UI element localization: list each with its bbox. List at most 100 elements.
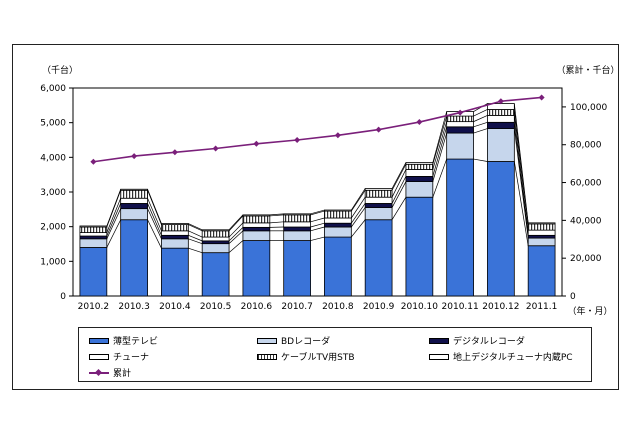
series-connector-line <box>310 209 325 215</box>
series-connector-line <box>432 158 448 198</box>
legend-item-digital-recorder: デジタルレコーダ <box>429 334 525 347</box>
cumulative-point <box>131 153 138 160</box>
series-connector-line <box>106 189 122 227</box>
legend-item-cumulative: 累計 <box>89 366 131 379</box>
legend-swatch-catv-stb <box>257 353 277 360</box>
legend-label-tuner: チューナ <box>113 353 150 363</box>
bar-segment <box>364 189 393 198</box>
legend-label-bd-recorder: BDレコーダ <box>281 337 331 347</box>
bar-segment <box>79 232 108 237</box>
cumulative-line <box>93 96 542 163</box>
series-connector-line <box>228 222 244 238</box>
series-connector-line <box>310 210 325 216</box>
series-connector-line <box>432 111 448 163</box>
series-connector-line <box>228 214 244 231</box>
legend-swatch-cumulative <box>89 369 109 377</box>
legend-item-bd-recorder: BDレコーダ <box>257 334 330 347</box>
x-axis-unit-label: （年・月） <box>567 305 612 317</box>
series-connector-line <box>351 197 366 219</box>
bar-segment <box>161 247 189 297</box>
right-axis-tick-label: 60,000 <box>570 179 602 189</box>
series-connector-line <box>391 181 407 208</box>
series-connector-line <box>106 208 121 239</box>
bar-segment <box>405 181 434 198</box>
left-axis-tick-label: 0 <box>60 292 66 302</box>
bar-segment <box>79 225 108 228</box>
bar-segment <box>364 207 393 221</box>
series-connector-line <box>106 190 122 228</box>
series-connector-line <box>351 207 366 228</box>
bar-segment <box>242 222 271 228</box>
series-connector-line <box>351 188 366 211</box>
series-connector-line <box>228 240 244 253</box>
series-connector-line <box>147 219 162 249</box>
x-axis-tick-label: 2010.10 <box>401 302 438 312</box>
series-connector-line <box>432 132 448 182</box>
series-connector-line <box>188 224 203 232</box>
series-connector-line <box>432 121 448 170</box>
legend-item-catv-stb: ケーブルTV用STB <box>257 350 355 363</box>
bar-segment <box>283 213 311 216</box>
series-connector-line <box>106 219 121 248</box>
series-connector-line <box>188 223 203 231</box>
bar-segment <box>79 247 108 297</box>
left-axis-tick-label: 2,000 <box>40 223 66 233</box>
bar-segment <box>405 163 434 170</box>
bar-segment <box>364 203 393 209</box>
cumulative-point <box>497 98 504 105</box>
bar-segment <box>283 226 311 232</box>
bar-segment <box>527 222 556 225</box>
left-axis-tick-label: 6,000 <box>40 84 66 94</box>
bar-segment <box>405 196 434 297</box>
cumulative-point <box>457 109 464 116</box>
bar-segment <box>324 222 352 228</box>
legend: 薄型テレビ BDレコーダ デジタルレコーダ チューナ ケーブルTV用STB 地上… <box>78 327 592 382</box>
legend-label-tuner-pc: 地上デジタルチューナ内蔵PC <box>453 353 573 363</box>
right-axis-tick-label: 40,000 <box>570 216 602 226</box>
bar-segment <box>120 203 148 210</box>
series-connector-line <box>391 197 407 220</box>
bar-segment <box>324 236 352 297</box>
series-connector-line <box>228 230 244 244</box>
bar-segment <box>446 115 474 123</box>
x-axis-tick-label: 2011.1 <box>526 302 558 312</box>
cumulative-point <box>334 132 341 139</box>
bar-segment <box>364 188 393 191</box>
series-connector-line <box>269 213 284 216</box>
bar-segment <box>201 240 230 245</box>
series-connector-line <box>269 214 284 217</box>
cumulative-point <box>253 140 260 147</box>
bar-segment <box>120 219 148 297</box>
bar-segment <box>324 209 352 212</box>
legend-swatch-thin-tv <box>89 337 109 344</box>
right-axis-tick-label: 20,000 <box>570 254 602 264</box>
bar-segment <box>324 210 352 219</box>
series-connector-line <box>147 203 162 236</box>
bar-segment <box>161 230 189 236</box>
x-axis-tick-label: 2010.2 <box>78 302 110 312</box>
bar-segment <box>405 175 434 182</box>
bar-segment <box>527 229 556 236</box>
bar-segment <box>283 240 311 297</box>
bar-segment <box>527 223 556 231</box>
bar-segment <box>79 226 108 233</box>
bar-segment <box>487 161 515 297</box>
legend-swatch-tuner <box>89 353 109 360</box>
bar-segment <box>161 223 189 225</box>
cumulative-point <box>90 158 97 165</box>
bar-segment <box>120 188 148 191</box>
series-connector-line <box>473 109 488 117</box>
cumulative-point <box>538 94 545 101</box>
bar-segment <box>201 252 230 297</box>
bar-segment <box>120 189 148 199</box>
series-connector-line <box>473 128 488 134</box>
series-connector-line <box>473 115 488 122</box>
series-connector-line <box>228 227 244 242</box>
series-connector-line <box>473 158 488 162</box>
series-connector-line <box>351 190 366 212</box>
bar-segment <box>161 224 189 232</box>
legend-swatch-digital-recorder <box>429 337 449 344</box>
right-axis-unit-label: （累計・千台） <box>556 64 619 76</box>
bar-segment <box>364 219 393 297</box>
bar-segment <box>120 197 148 204</box>
